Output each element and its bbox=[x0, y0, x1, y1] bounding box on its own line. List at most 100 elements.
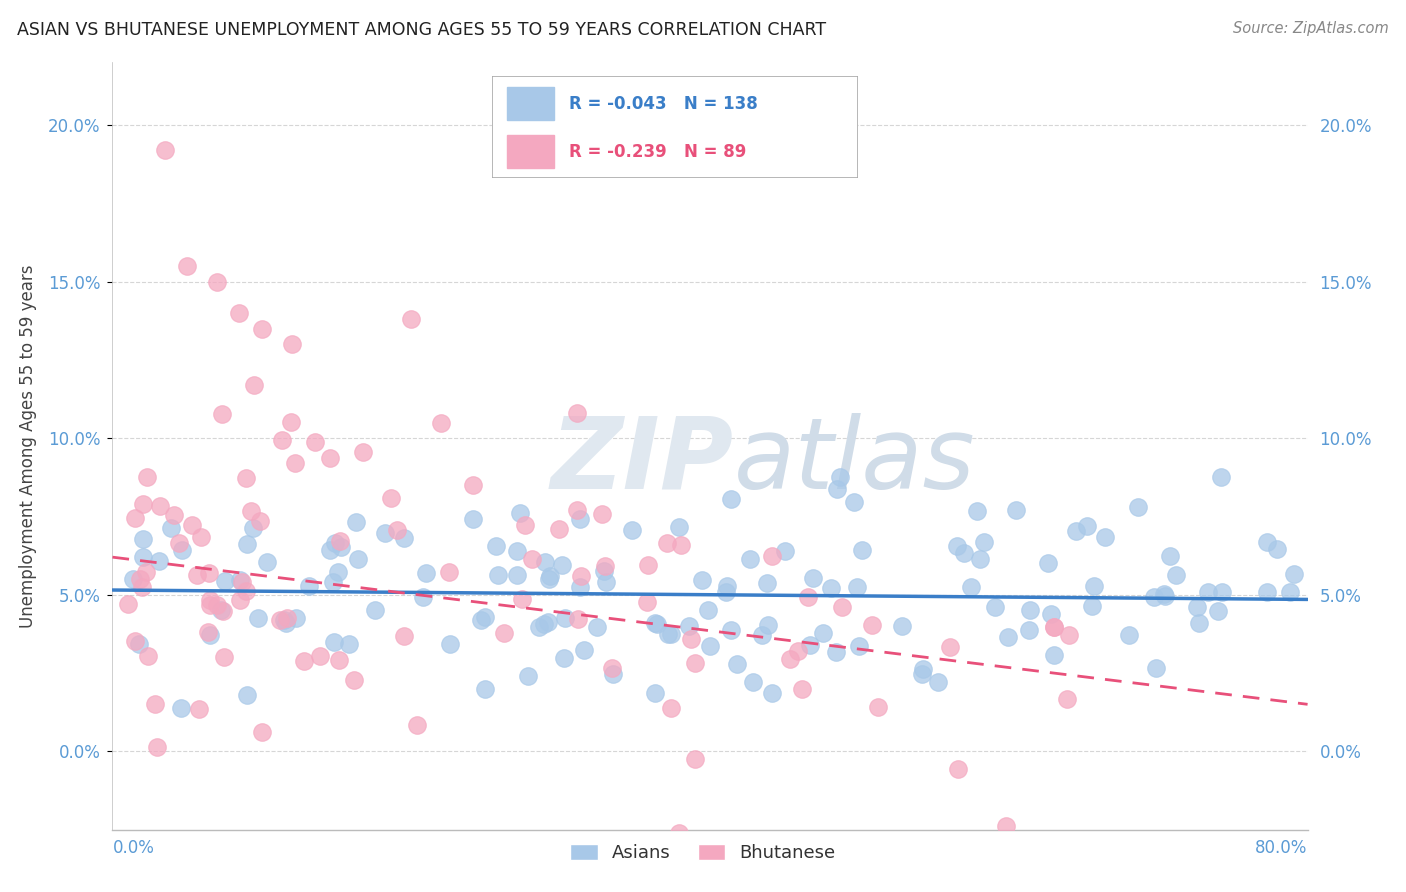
Point bbox=[799, 639, 821, 653]
Point bbox=[385, 523, 408, 537]
Point bbox=[1197, 585, 1219, 599]
Point bbox=[911, 667, 934, 681]
Point bbox=[284, 611, 307, 625]
Point bbox=[868, 700, 890, 714]
Point bbox=[553, 650, 575, 665]
Point bbox=[1209, 470, 1232, 484]
Point bbox=[534, 555, 557, 569]
Point bbox=[669, 538, 692, 552]
Point bbox=[912, 663, 935, 677]
Point bbox=[565, 406, 588, 420]
Point bbox=[136, 649, 159, 664]
Point bbox=[401, 312, 423, 326]
Point bbox=[280, 416, 302, 430]
Point bbox=[1083, 579, 1105, 593]
Point bbox=[249, 514, 271, 528]
Point bbox=[997, 630, 1019, 644]
Point bbox=[685, 752, 707, 766]
Point bbox=[121, 572, 143, 586]
Point bbox=[533, 617, 555, 632]
Point bbox=[474, 681, 496, 696]
Point bbox=[190, 530, 212, 544]
Point bbox=[343, 673, 366, 688]
Point bbox=[725, 657, 748, 671]
Point bbox=[831, 599, 853, 614]
Point bbox=[945, 539, 967, 553]
Point bbox=[1185, 600, 1208, 615]
Point bbox=[1164, 568, 1187, 582]
Point bbox=[145, 698, 167, 712]
Point bbox=[1144, 661, 1167, 675]
Point bbox=[678, 619, 700, 633]
Point bbox=[1056, 691, 1078, 706]
Point bbox=[1080, 599, 1102, 613]
Point bbox=[959, 581, 981, 595]
Point bbox=[198, 566, 221, 580]
Point bbox=[269, 613, 291, 627]
Point bbox=[939, 640, 962, 654]
Point bbox=[1128, 500, 1150, 515]
Point bbox=[328, 653, 350, 667]
Point bbox=[506, 544, 529, 558]
Point bbox=[969, 551, 991, 566]
Point bbox=[790, 681, 813, 696]
Point bbox=[392, 629, 415, 643]
Point bbox=[567, 612, 589, 626]
Point bbox=[668, 520, 690, 534]
Point bbox=[720, 623, 742, 637]
Point bbox=[124, 511, 146, 525]
Point bbox=[567, 503, 589, 517]
Point bbox=[1064, 524, 1087, 538]
Point bbox=[786, 644, 808, 658]
Point bbox=[136, 470, 159, 484]
Point bbox=[242, 521, 264, 535]
Point bbox=[569, 580, 592, 594]
Point bbox=[304, 434, 326, 449]
Text: R = -0.239   N = 89: R = -0.239 N = 89 bbox=[569, 143, 747, 161]
Text: R = -0.043   N = 138: R = -0.043 N = 138 bbox=[569, 95, 758, 112]
Point bbox=[276, 611, 298, 625]
Point bbox=[714, 584, 737, 599]
Point bbox=[1153, 587, 1175, 601]
Point bbox=[323, 634, 346, 648]
Point bbox=[170, 700, 193, 714]
Point bbox=[761, 549, 783, 563]
Point bbox=[212, 604, 235, 618]
Point bbox=[374, 526, 396, 541]
Point bbox=[946, 762, 969, 776]
Point bbox=[322, 575, 344, 590]
Point bbox=[284, 456, 307, 470]
Point bbox=[1159, 549, 1181, 564]
Point bbox=[250, 725, 273, 739]
Point bbox=[1094, 530, 1116, 544]
Point bbox=[529, 619, 551, 633]
Point bbox=[187, 701, 209, 715]
Point bbox=[146, 740, 169, 755]
Point bbox=[132, 533, 155, 547]
Point bbox=[1256, 585, 1278, 599]
Point bbox=[690, 574, 713, 588]
Point bbox=[751, 627, 773, 641]
Point bbox=[569, 569, 592, 583]
Point bbox=[681, 632, 703, 647]
Point bbox=[637, 558, 659, 573]
Point bbox=[1005, 503, 1028, 517]
Text: atlas: atlas bbox=[734, 413, 976, 510]
Point bbox=[439, 637, 461, 651]
Point bbox=[131, 497, 153, 511]
Point bbox=[470, 613, 492, 627]
Point bbox=[851, 543, 873, 558]
Point bbox=[742, 675, 765, 690]
Point bbox=[538, 569, 561, 583]
Point bbox=[117, 597, 139, 611]
Point bbox=[153, 143, 176, 157]
Point bbox=[515, 518, 537, 533]
Text: ASIAN VS BHUTANESE UNEMPLOYMENT AMONG AGES 55 TO 59 YEARS CORRELATION CHART: ASIAN VS BHUTANESE UNEMPLOYMENT AMONG AG… bbox=[17, 21, 825, 39]
Point bbox=[169, 536, 191, 550]
Point bbox=[330, 540, 353, 554]
Point bbox=[437, 566, 460, 580]
Point bbox=[820, 581, 842, 595]
Point bbox=[405, 717, 427, 731]
Point bbox=[506, 568, 529, 582]
Point bbox=[135, 565, 157, 579]
